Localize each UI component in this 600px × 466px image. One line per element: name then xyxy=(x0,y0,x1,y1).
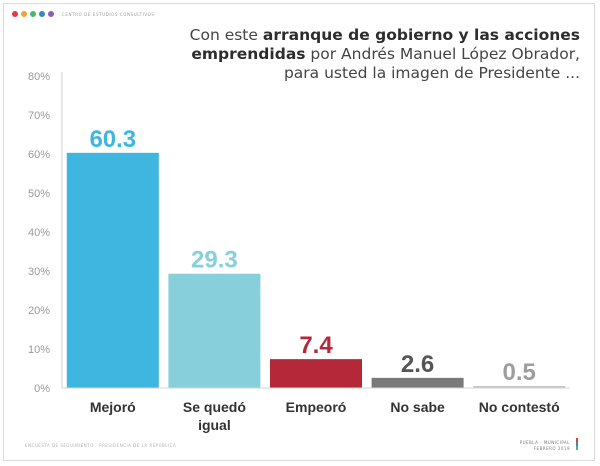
logo-text: CENTRO DE ESTUDIOS CONSULTIVOS xyxy=(62,11,155,17)
data-label: 29.3 xyxy=(191,247,238,274)
x-tick-label: No contestó xyxy=(479,399,560,415)
footer-bar-segment xyxy=(576,442,578,446)
data-label: 60.3 xyxy=(89,126,136,153)
bar xyxy=(66,152,159,388)
y-tick-label: 30% xyxy=(28,266,50,278)
y-tick-label: 50% xyxy=(28,188,50,200)
y-tick-label: 70% xyxy=(28,110,50,122)
data-label: 2.6 xyxy=(401,351,434,378)
x-tick-label: Empeoró xyxy=(286,399,347,415)
chart-title: Con este arranque de gobierno y las acci… xyxy=(160,26,580,83)
bar xyxy=(168,273,261,388)
footer-left-text: ENCUESTA DE SEGUIMIENTO · PRESIDENCIA DE… xyxy=(25,443,177,448)
x-tick-label: Mejoró xyxy=(90,399,136,415)
title-line1-bold: arranque de gobierno y las acciones xyxy=(262,26,580,44)
header-logo: CENTRO DE ESTUDIOS CONSULTIVOS xyxy=(12,11,155,17)
logo-dot xyxy=(48,11,54,17)
title-line1-plain: Con este xyxy=(189,26,263,44)
y-tick-label: 20% xyxy=(28,305,50,317)
title-line3-plain: para usted la imagen de Presidente ... xyxy=(283,64,580,82)
x-tick-label: No sabe xyxy=(390,399,445,415)
logo-dot xyxy=(12,11,18,17)
y-tick-label: 40% xyxy=(28,227,50,239)
footer-bar-segment xyxy=(576,438,578,442)
x-tick-label: igual xyxy=(198,417,231,433)
data-label: 0.5 xyxy=(503,359,536,386)
data-label: 7.4 xyxy=(299,332,333,359)
footer-bar-segment xyxy=(576,446,578,450)
footer-right-text: PUEBLA - MUNICIPAL FEBRERO 2019 xyxy=(520,440,570,452)
bar xyxy=(371,377,464,388)
footer-right-line2: FEBRERO 2019 xyxy=(533,446,570,451)
y-tick-label: 10% xyxy=(28,344,50,356)
y-tick-label: 60% xyxy=(28,149,50,161)
y-tick-label: 0% xyxy=(34,383,50,395)
footer-right-line1: PUEBLA - MUNICIPAL xyxy=(519,440,570,445)
bar xyxy=(270,359,362,388)
title-line2-plain: por Andrés Manuel López Obrador, xyxy=(305,45,580,63)
logo-dot xyxy=(21,11,27,17)
logo-dot xyxy=(39,11,45,17)
y-tick-label: 80% xyxy=(28,71,50,83)
bar xyxy=(473,386,566,388)
title-line2-bold: emprendidas xyxy=(191,45,306,63)
x-tick-label: Se quedó xyxy=(183,399,246,415)
logo-dot xyxy=(30,11,36,17)
footer-color-bar xyxy=(576,438,578,450)
